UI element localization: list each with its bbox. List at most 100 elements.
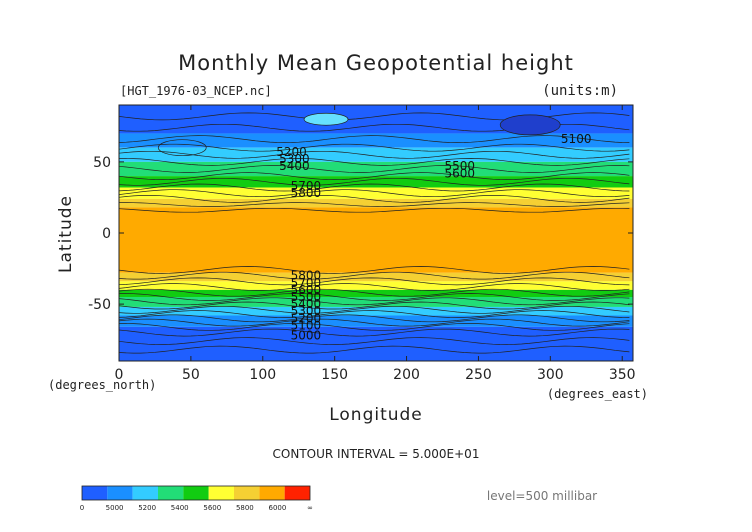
x-tick-label: 300 [537, 367, 564, 383]
contour-band [119, 289, 633, 297]
contour-label: 5400 [279, 159, 310, 173]
contour-label: 5200 [291, 311, 322, 325]
contour-line [118, 150, 630, 159]
y-tick-label: -50 [88, 297, 111, 313]
contour-line [118, 158, 630, 166]
units-label: (units:m) [542, 83, 618, 99]
contour-line [118, 310, 630, 318]
x-tick-label: 200 [393, 367, 420, 383]
contour-band [119, 306, 633, 316]
contour-band [119, 315, 633, 327]
colorbar-frame [81, 485, 311, 501]
contour-line [118, 183, 630, 192]
colorbar-swatch [82, 486, 108, 500]
contour-line [118, 337, 630, 345]
contour-label: 5000 [291, 328, 322, 342]
contour-label: 5300 [279, 152, 310, 166]
colorbar-swatch [132, 486, 158, 500]
x-tick-label: 0 [115, 367, 124, 383]
contour-line [118, 293, 630, 301]
contour-line [118, 177, 630, 186]
contour-label: 5300 [291, 304, 322, 318]
contour-line [118, 318, 630, 327]
contour-line [118, 135, 630, 143]
low-cell [499, 114, 561, 136]
contour-line [118, 271, 630, 280]
x-unit-label: (degrees_east) [547, 387, 648, 401]
x-tick-label: 100 [249, 367, 276, 383]
contour-line [118, 305, 630, 314]
contour-line [118, 172, 630, 180]
contour-label: 5600 [291, 283, 322, 297]
contour-line [118, 297, 630, 306]
contour-line [119, 323, 630, 331]
colorbar-swatch [183, 486, 209, 500]
contour-line [118, 288, 630, 297]
y-tick-label: 50 [93, 155, 111, 171]
contour-band [119, 198, 633, 208]
contour-label: 5500 [291, 290, 322, 304]
contour-band [119, 207, 633, 273]
colorbar-swatch [107, 486, 133, 500]
colorbar-label: 6000 [269, 504, 287, 512]
y-unit-label: (degrees_north) [48, 378, 156, 392]
x-axis-label: Longitude [329, 405, 423, 425]
colorbar-swatch [208, 486, 234, 500]
y-axis-ticks: 50 0 -50 [88, 155, 633, 313]
colorbar-swatch [284, 486, 310, 500]
contour-band [119, 326, 633, 361]
x-tick-label: 150 [321, 367, 348, 383]
contour-band [119, 161, 633, 177]
chart-title: Monthly Mean Geopotential height [178, 51, 574, 75]
x-tick-label: 350 [609, 367, 636, 383]
contour-band [119, 133, 633, 148]
contour-line [118, 314, 630, 323]
file-name-label: [HGT_1976-03_NCEP.nc] [120, 84, 272, 98]
contour-line [119, 202, 630, 207]
contour-line [118, 277, 630, 286]
contour-interval-label: CONTOUR INTERVAL = 5.000E+01 [273, 447, 480, 461]
contour-band [119, 147, 633, 162]
contour-band [119, 187, 633, 199]
contour-label: 5800 [291, 186, 322, 200]
colorbar-label: 5400 [171, 504, 189, 512]
contour-line [118, 283, 630, 291]
contour-band [119, 176, 633, 188]
colorbar-label: 5600 [203, 504, 221, 512]
colorbar-swatch [259, 486, 285, 500]
contour-line [118, 301, 630, 310]
contour-line [118, 195, 630, 203]
colorbar-swatch [234, 486, 260, 500]
contour-label: 5700 [291, 276, 322, 290]
contour-band [119, 297, 633, 307]
colorbar-label: 0 [80, 504, 84, 512]
low-cell [157, 139, 207, 157]
contour-line [118, 266, 630, 274]
colorbar [81, 485, 311, 501]
colorbar-swatch [158, 486, 184, 500]
y-tick-label: 0 [102, 226, 111, 242]
contour-line [118, 165, 630, 173]
contour-label: 5500 [444, 159, 475, 173]
contour-line [118, 328, 630, 337]
contour-label: 5400 [291, 297, 322, 311]
contour-label: 5100 [291, 318, 322, 332]
contour-line [118, 143, 630, 152]
contour-band [119, 272, 633, 282]
x-tick-label: 250 [465, 367, 492, 383]
contour-label: 5100 [561, 132, 592, 146]
colorbar-label: 5000 [106, 504, 124, 512]
x-tick-label: 50 [182, 367, 200, 383]
colorbar-label: 5200 [138, 504, 156, 512]
contour-line [118, 207, 630, 213]
contour-label: 5800 [291, 269, 322, 283]
contour-line [118, 189, 630, 198]
contour-line [118, 345, 630, 354]
colorbar-labels: 0 5000 5200 5400 5600 5800 6000 ∞ [80, 504, 313, 512]
colorbar-label: ∞ [307, 504, 313, 512]
colorbar-label: 5800 [236, 504, 254, 512]
y-axis-label: Latitude [56, 195, 76, 273]
low-cell [303, 112, 349, 126]
